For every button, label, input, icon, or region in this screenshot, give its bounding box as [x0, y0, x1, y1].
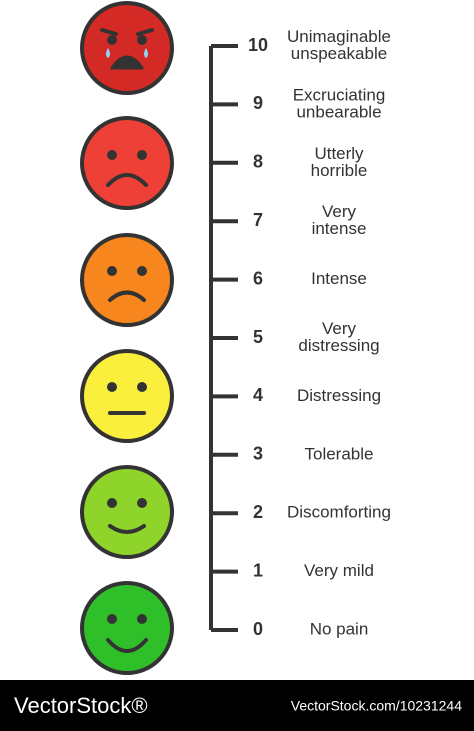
level-label: distressing [298, 336, 379, 355]
level-label: Very [322, 319, 357, 338]
face-happy [80, 581, 174, 675]
level-number: 6 [253, 268, 263, 288]
level-label: Very [322, 202, 357, 221]
level-label: Intense [311, 269, 367, 288]
level-label: Unimaginable [287, 27, 391, 46]
level-number: 3 [253, 444, 263, 464]
level-label: No pain [310, 619, 369, 638]
footer-band [0, 680, 474, 731]
footer-id: VectorStock.com/10231244 [291, 698, 462, 714]
face-neutral [80, 349, 174, 443]
level-number: 9 [253, 93, 263, 113]
face-content [80, 465, 174, 559]
level-label: Distressing [297, 386, 381, 405]
level-label: Utterly [314, 144, 364, 163]
level-number: 1 [253, 560, 263, 580]
face-unhappy [80, 233, 174, 327]
footer-brand: VectorStock® [14, 693, 148, 718]
level-label: intense [312, 219, 367, 238]
level-number: 10 [248, 35, 268, 55]
level-label: Tolerable [305, 444, 374, 463]
face-crying [80, 1, 174, 95]
level-number: 8 [253, 152, 263, 172]
level-number: 5 [253, 327, 263, 347]
level-number: 7 [253, 210, 263, 230]
face-sad [80, 116, 174, 210]
level-number: 0 [253, 619, 263, 639]
level-label: unspeakable [291, 44, 387, 63]
level-label: unbearable [296, 102, 381, 121]
level-number: 2 [253, 502, 263, 522]
level-label: Excruciating [293, 85, 386, 104]
faces [80, 1, 174, 675]
level-label: horrible [311, 161, 368, 180]
level-label: Discomforting [287, 503, 391, 522]
level-number: 4 [253, 385, 263, 405]
level-label: Very mild [304, 561, 374, 580]
